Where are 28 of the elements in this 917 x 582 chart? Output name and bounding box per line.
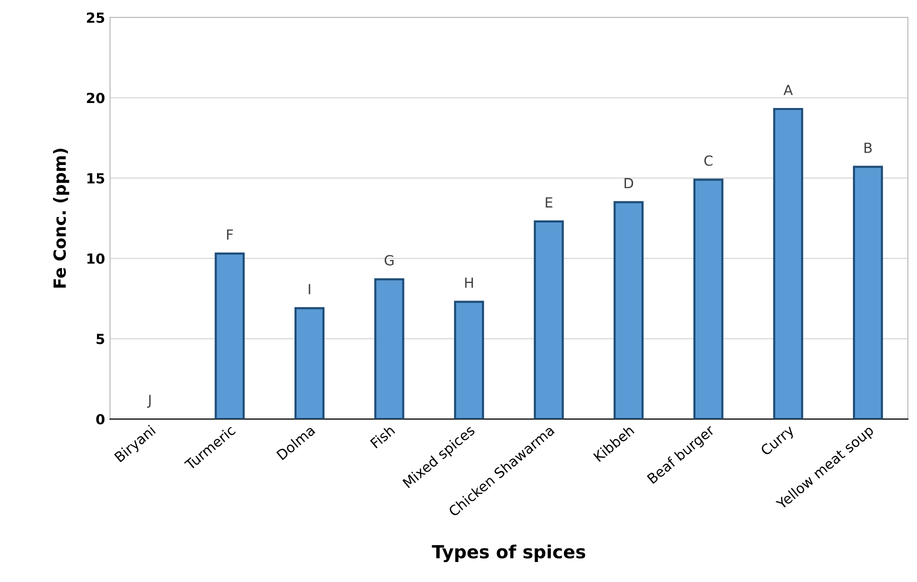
data-label: G <box>384 254 394 266</box>
bar <box>214 252 245 420</box>
bar <box>852 166 883 420</box>
bar <box>614 201 644 420</box>
bar <box>773 108 804 420</box>
y-tick-label: 20 <box>86 92 105 104</box>
bar <box>294 307 324 420</box>
y-tick-label: 10 <box>87 253 105 264</box>
bar <box>693 178 724 420</box>
bar <box>454 300 484 420</box>
data-label: E <box>546 197 552 208</box>
data-label: A <box>784 84 793 96</box>
x-axis-title: Types of spices <box>432 544 586 562</box>
data-label: C <box>704 155 712 166</box>
data-label: J <box>147 394 151 408</box>
data-label: H <box>465 278 473 288</box>
data-label: I <box>308 284 310 294</box>
x-tick-label: Fish <box>370 424 396 449</box>
y-tick-label: 25 <box>86 12 104 23</box>
y-tick-label: 5 <box>96 334 104 344</box>
data-label: D <box>624 178 634 188</box>
data-label: B <box>864 142 872 153</box>
y-tick-label: 0 <box>96 414 105 425</box>
bar <box>374 278 404 420</box>
y-tick-label: 15 <box>87 173 104 184</box>
bar <box>534 220 564 420</box>
y-axis-title: Fe Conc. (ppm) <box>53 148 70 288</box>
data-label: F <box>227 229 233 240</box>
